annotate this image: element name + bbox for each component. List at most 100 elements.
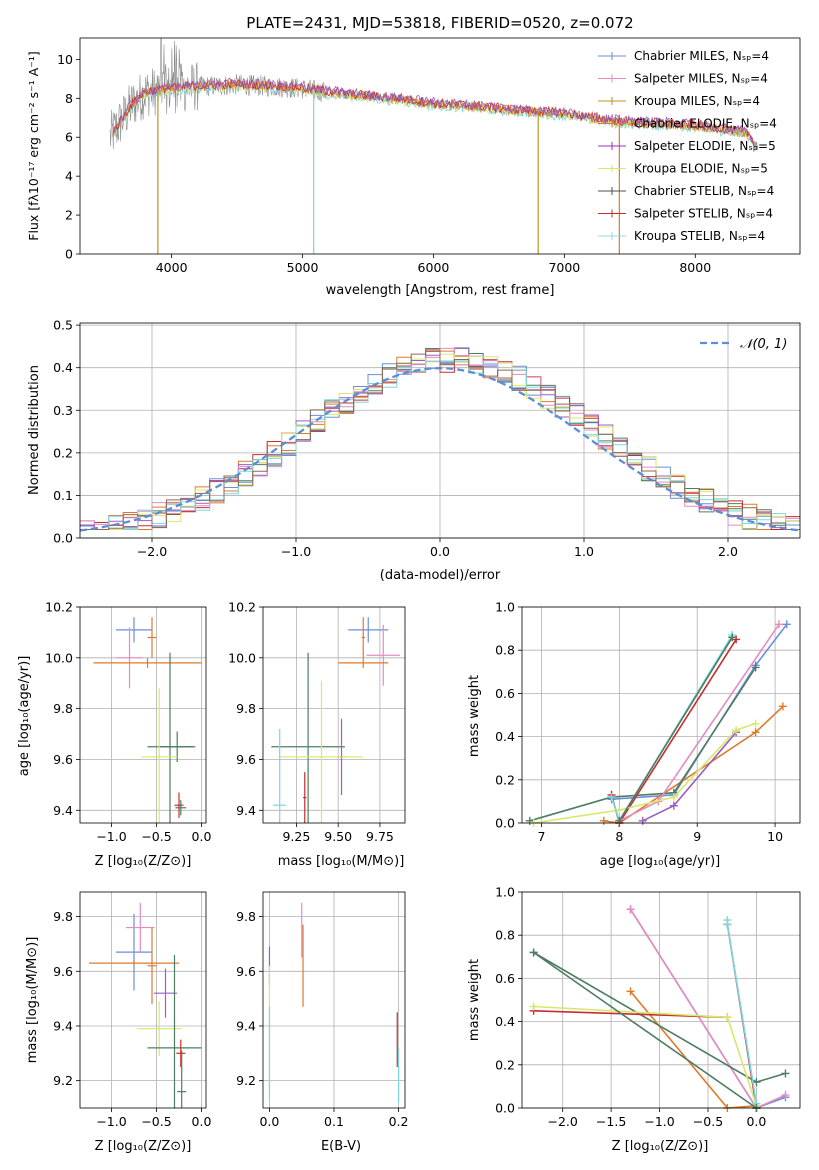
weight-marker bbox=[781, 1069, 790, 1078]
weight-marker bbox=[781, 1091, 790, 1100]
weight-line bbox=[629, 990, 757, 1108]
y-tick-label: 9.6 bbox=[236, 964, 256, 979]
axes-frame bbox=[79, 37, 801, 255]
weight-marker bbox=[626, 905, 635, 914]
x-tick-label: 8000 bbox=[679, 260, 711, 275]
y-tick-label: 0.8 bbox=[495, 643, 515, 658]
legend-entry: Kroupa MILES, Nₛₚ=4 bbox=[634, 94, 760, 108]
x-tick-label: −0.5 bbox=[141, 1114, 171, 1129]
y-tick-label: 9.8 bbox=[53, 909, 73, 924]
residuals-ylabel: Normed distribution bbox=[27, 365, 42, 495]
weight-vs-Z-xlabel: Z [log₁₀(Z/Z⊙)] bbox=[612, 1139, 709, 1154]
weight-vs-Z-panel: −2.0 −1.5 −1.0 −0.5 0.0 0.0 0.2 0.4 0.6 0.8 1.0 bbox=[495, 885, 801, 1129]
x-tick-label: 4000 bbox=[156, 260, 188, 275]
weight-marker bbox=[615, 816, 624, 825]
y-tick-label: 0.4 bbox=[495, 1014, 515, 1029]
weight-vs-age-panel: 7 8 9 10 0.0 0.2 0.4 0.6 0.8 1.0 bbox=[495, 600, 801, 844]
weight-marker bbox=[751, 728, 760, 737]
y-tick-label: 9.2 bbox=[236, 1073, 256, 1088]
residuals-xlabel: (data-model)/error bbox=[380, 568, 501, 583]
y-tick-label: 0.8 bbox=[495, 928, 515, 943]
x-tick-label: −1.0 bbox=[644, 1114, 674, 1129]
y-tick-label: 10.2 bbox=[228, 600, 256, 615]
legend-entry: Kroupa ELODIE, Nₛₚ=5 bbox=[634, 162, 768, 176]
legend-entry: Salpeter STELIB, Nₛₚ=4 bbox=[634, 207, 773, 221]
weight-marker bbox=[752, 1078, 761, 1087]
age-vs-Z-ylabel: age [log₁₀(age/yr)] bbox=[17, 656, 32, 777]
mass-vs-EBV-panel: 0.0 0.1 0.2 9.2 9.4 9.6 9.8 bbox=[236, 891, 408, 1129]
y-tick-label: 2 bbox=[65, 208, 73, 223]
y-tick-label: 0.5 bbox=[53, 318, 73, 333]
y-tick-label: 9.4 bbox=[236, 803, 256, 818]
weight-line bbox=[618, 636, 733, 822]
weight-marker bbox=[728, 633, 737, 642]
weight-marker bbox=[615, 806, 624, 815]
y-tick-label: 10.0 bbox=[45, 650, 73, 665]
x-tick-label: −1.0 bbox=[96, 1114, 126, 1129]
x-tick-label: −1.5 bbox=[596, 1114, 626, 1129]
residuals-panel: −2.0 −1.0 0.0 1.0 2.0 0.0 0.1 0.2 0.3 0.4 0.5 𝒩(0, … bbox=[53, 318, 801, 559]
y-tick-label: 1.0 bbox=[495, 885, 515, 900]
weight-marker bbox=[778, 702, 787, 711]
x-tick-label: 10 bbox=[767, 829, 783, 844]
x-tick-label: 8 bbox=[615, 829, 623, 844]
weight-marker bbox=[626, 987, 635, 996]
spectrum-ylabel: Flux [fλ10⁻¹⁷ erg cm⁻² s⁻¹ A⁻¹] bbox=[26, 51, 41, 240]
x-tick-label: 6000 bbox=[418, 260, 450, 275]
chart-title: PLATE=2431, MJD=53818, FIBERID=0520, z=0… bbox=[246, 14, 633, 32]
y-tick-label: 10.2 bbox=[45, 600, 73, 615]
weight-vs-Z-ylabel: mass weight bbox=[467, 959, 482, 1041]
weight-line bbox=[603, 705, 784, 823]
x-tick-label: −2.0 bbox=[137, 544, 167, 559]
weight-line bbox=[726, 920, 758, 1104]
y-tick-label: 9.4 bbox=[236, 1018, 256, 1033]
x-tick-label: 1.0 bbox=[574, 544, 594, 559]
x-tick-label: −0.5 bbox=[141, 829, 171, 844]
model-spectrum bbox=[112, 77, 755, 144]
y-tick-label: 4 bbox=[65, 169, 73, 184]
weight-line bbox=[629, 908, 786, 1108]
mass-vs-EBV-xlabel: E(B-V) bbox=[321, 1139, 361, 1154]
x-tick-label: 0.1 bbox=[324, 1114, 344, 1129]
x-tick-label: −2.0 bbox=[548, 1114, 578, 1129]
x-tick-label: 9.50 bbox=[324, 829, 352, 844]
x-tick-label: 0.0 bbox=[260, 1114, 280, 1129]
x-tick-label: −1.0 bbox=[281, 544, 311, 559]
weight-line bbox=[529, 667, 757, 822]
x-tick-label: 0.0 bbox=[192, 829, 212, 844]
legend-entry: Salpeter MILES, Nₛₚ=4 bbox=[634, 72, 768, 86]
weight-marker bbox=[751, 663, 760, 672]
legend-entry: 𝒩(0, 1) bbox=[740, 337, 787, 352]
weight-marker bbox=[529, 948, 538, 957]
residual-histogram bbox=[80, 349, 800, 530]
y-tick-label: 0.2 bbox=[495, 1057, 515, 1072]
y-tick-label: 9.6 bbox=[53, 752, 73, 767]
y-tick-label: 9.4 bbox=[53, 1018, 73, 1033]
y-tick-label: 0.2 bbox=[495, 772, 515, 787]
x-tick-label: 0.0 bbox=[746, 1114, 766, 1129]
y-tick-label: 0.4 bbox=[495, 729, 515, 744]
y-tick-label: 8 bbox=[65, 91, 73, 106]
x-tick-label: 9 bbox=[693, 829, 701, 844]
age-vs-mass-panel: 9.25 9.50 9.75 9.4 9.6 9.8 10.0 10.2 bbox=[228, 600, 406, 844]
y-tick-label: 10 bbox=[57, 52, 73, 67]
mass-vs-Z-panel: −1.0 −0.5 0.0 9.2 9.4 9.6 9.8 bbox=[53, 891, 211, 1129]
y-tick-label: 9.6 bbox=[53, 964, 73, 979]
y-tick-label: 9.2 bbox=[53, 1073, 73, 1088]
y-tick-label: 9.8 bbox=[236, 701, 256, 716]
y-tick-label: 9.8 bbox=[236, 909, 256, 924]
y-tick-label: 6 bbox=[65, 130, 73, 145]
y-tick-label: 0.0 bbox=[495, 1101, 515, 1116]
y-tick-label: 0.4 bbox=[53, 360, 73, 375]
y-tick-label: 9.8 bbox=[53, 701, 73, 716]
weight-marker bbox=[669, 793, 678, 802]
x-tick-label: 9.25 bbox=[282, 829, 310, 844]
x-tick-label: 7000 bbox=[548, 260, 580, 275]
x-tick-label: 9.75 bbox=[366, 829, 394, 844]
weight-marker bbox=[723, 920, 732, 929]
mass-vs-Z-xlabel: Z [log₁₀(Z/Z⊙)] bbox=[95, 1139, 192, 1154]
y-tick-label: 0.6 bbox=[495, 686, 515, 701]
y-tick-label: 0.6 bbox=[495, 971, 515, 986]
weight-marker bbox=[607, 793, 616, 802]
age-vs-Z-panel: −1.0 −0.5 0.0 9.4 9.6 9.8 10.0 10.2 bbox=[45, 600, 211, 845]
